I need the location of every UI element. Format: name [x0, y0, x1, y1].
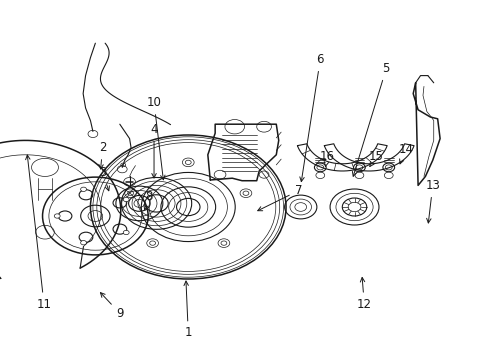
Text: 5: 5 — [352, 62, 389, 176]
Text: 6: 6 — [299, 53, 324, 181]
Text: 11: 11 — [25, 155, 51, 311]
Circle shape — [81, 187, 86, 192]
Text: 7: 7 — [257, 184, 302, 211]
Circle shape — [123, 230, 129, 235]
Text: 8: 8 — [143, 190, 153, 210]
Circle shape — [54, 214, 60, 218]
Text: 10: 10 — [146, 96, 164, 180]
Text: 3: 3 — [99, 166, 109, 191]
Text: 14: 14 — [398, 143, 412, 164]
Text: 12: 12 — [356, 278, 371, 311]
Text: 9: 9 — [100, 293, 123, 320]
Circle shape — [123, 197, 129, 202]
Text: 4: 4 — [150, 123, 158, 178]
Text: 13: 13 — [425, 179, 439, 223]
Text: 1: 1 — [183, 281, 192, 339]
Text: 2: 2 — [99, 141, 106, 169]
Circle shape — [81, 240, 86, 245]
Text: 15: 15 — [368, 150, 383, 167]
Text: 16: 16 — [320, 150, 334, 166]
